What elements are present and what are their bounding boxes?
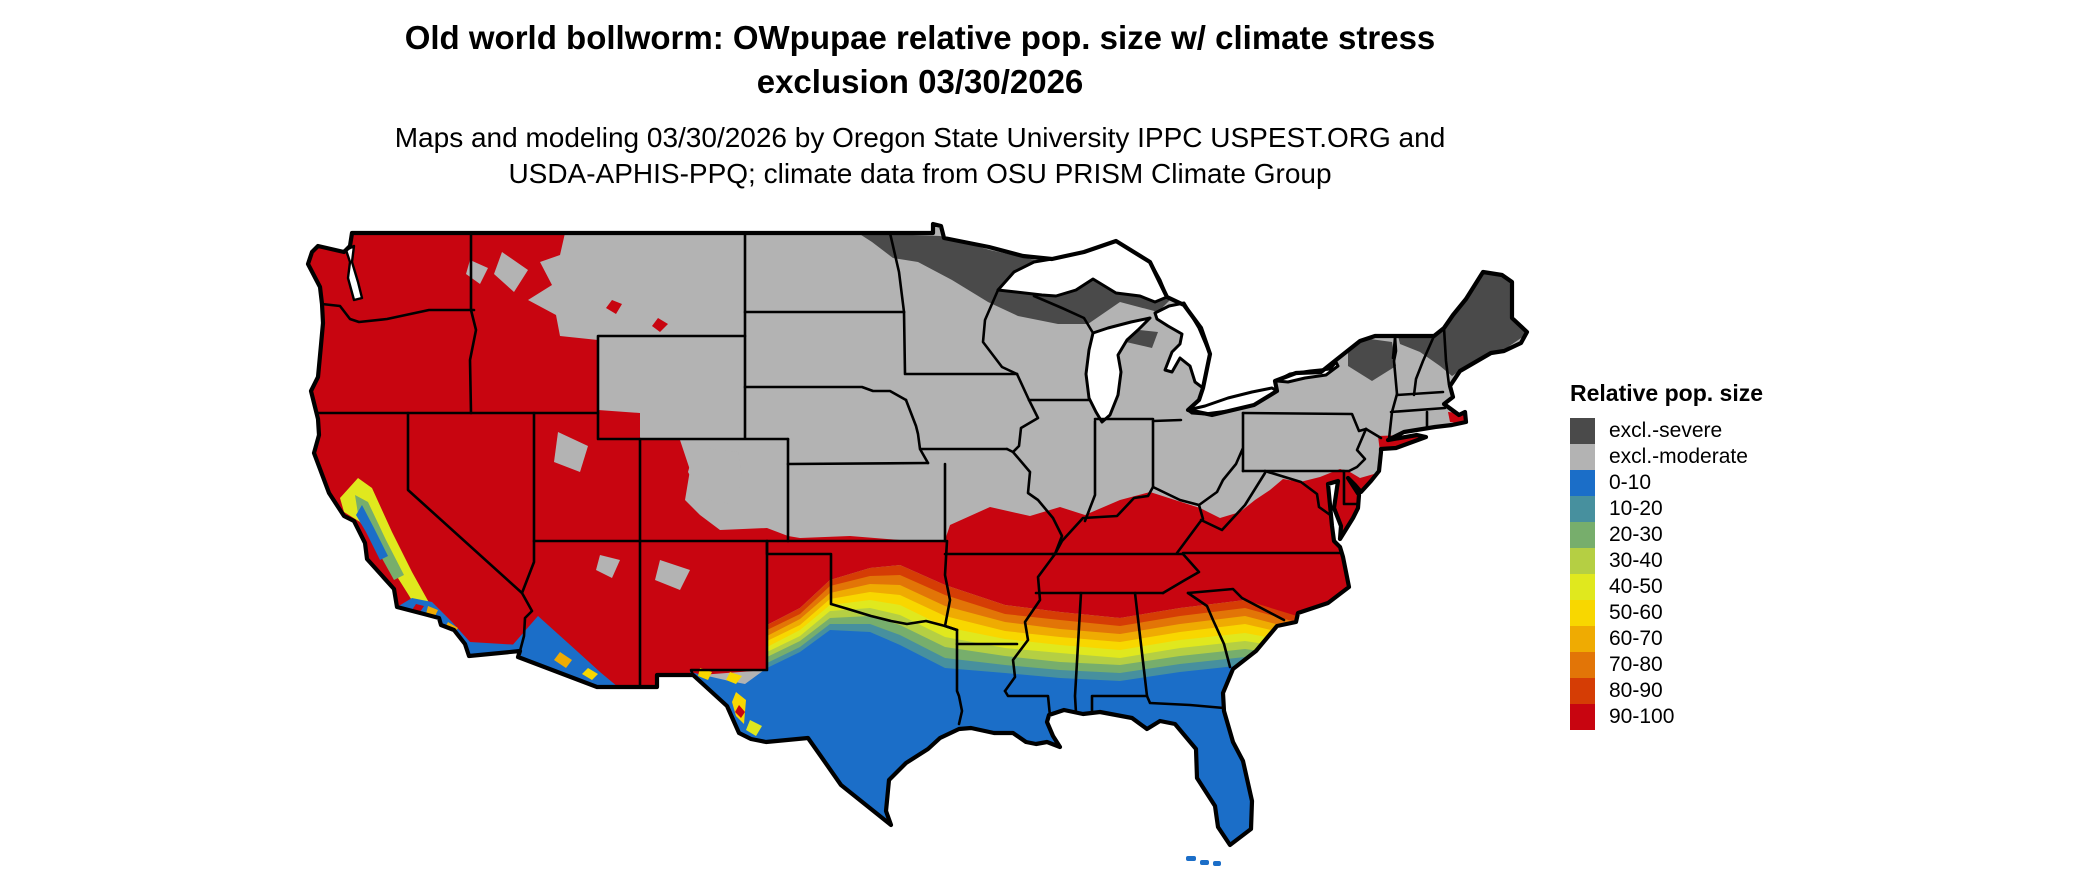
legend-item-label: 20-30 (1609, 523, 1663, 546)
legend-item: 10-20 (1570, 496, 1763, 522)
map-title-line2: exclusion 03/30/2026 (756, 63, 1084, 100)
legend-item-label: 40-50 (1609, 575, 1663, 598)
legend-item: 50-60 (1570, 600, 1763, 626)
region-moderate-utah-mtns (554, 432, 588, 472)
region-moderate-nm-mtns (655, 560, 690, 590)
legend-swatch (1570, 704, 1595, 730)
map-title-line1: Old world bollworm: OWpupae relative pop… (404, 19, 1436, 56)
region-excl-severe-new-england (1398, 272, 1527, 376)
region-red-speck-mt2 (652, 318, 668, 332)
map-title: Old world bollworm: OWpupae relative pop… (0, 16, 1840, 104)
legend-item-label: 0-10 (1609, 471, 1652, 494)
region-excl-severe-adirondacks (1348, 336, 1396, 381)
florida-keys (1186, 856, 1221, 866)
region-90-100-main (308, 233, 1390, 687)
region-az-amber1 (554, 652, 572, 668)
legend: Relative pop. size excl.-severe excl.-mod… (1570, 380, 1763, 730)
map-subtitle-line1: Maps and modeling 03/30/2026 by Oregon S… (394, 122, 1446, 153)
region-gold-nm-border2 (726, 672, 742, 684)
legend-swatch (1570, 444, 1595, 470)
legend-item-label: excl.-severe (1609, 419, 1723, 442)
legend-swatch (1570, 548, 1595, 574)
legend-items: excl.-severe excl.-moderate 0-10 10-20 20-30… (1570, 418, 1763, 730)
region-moderate-idaho-mtns (494, 252, 528, 292)
legend-item: 80-90 (1570, 678, 1763, 704)
legend-swatch (1570, 496, 1595, 522)
region-moderate-az-mtns (596, 555, 620, 578)
region-ca-valley-blue (356, 505, 388, 560)
legend-item: 40-50 (1570, 574, 1763, 600)
legend-swatch (1570, 574, 1595, 600)
legend-item: 30-40 (1570, 548, 1763, 574)
legend-item-label: 30-40 (1609, 549, 1663, 572)
puget-sound (344, 244, 364, 302)
region-red-speck-mt1 (606, 300, 622, 314)
legend-title: Relative pop. size (1570, 380, 1764, 406)
legend-swatch (1570, 652, 1595, 678)
legend-item-label: 80-90 (1609, 679, 1663, 702)
map-subtitle: Maps and modeling 03/30/2026 by Oregon S… (0, 120, 1840, 192)
legend-swatch (1570, 418, 1595, 444)
state-borders (312, 231, 1451, 726)
legend-item: excl.-moderate (1570, 444, 1763, 470)
legend-swatch (1570, 470, 1595, 496)
region-moderate-colorado-mtns (688, 447, 742, 505)
legend-item-label: 70-80 (1609, 653, 1663, 676)
legend-swatch (1570, 626, 1595, 652)
legend-item: 0-10 (1570, 470, 1763, 496)
legend-item-label: 50-60 (1609, 601, 1663, 624)
region-ye-transpecos (746, 720, 762, 736)
legend-item-label: 60-70 (1609, 627, 1663, 650)
legend-item: excl.-severe (1570, 418, 1763, 444)
region-az-amber2 (582, 668, 598, 680)
legend-swatch (1570, 522, 1595, 548)
legend-item-label: 90-100 (1609, 705, 1675, 728)
map-subtitle-line2: USDA-APHIS-PPQ; climate data from OSU PR… (508, 158, 1332, 189)
legend-item: 90-100 (1570, 704, 1763, 730)
legend-swatch (1570, 600, 1595, 626)
region-red-transpecos (735, 705, 745, 718)
legend-item: 70-80 (1570, 652, 1763, 678)
legend-item: 20-30 (1570, 522, 1763, 548)
legend-item: 60-70 (1570, 626, 1763, 652)
legend-item-label: 10-20 (1609, 497, 1663, 520)
lake-michigan (1084, 316, 1152, 424)
legend-swatch (1570, 678, 1595, 704)
legend-item-label: excl.-moderate (1609, 445, 1748, 468)
